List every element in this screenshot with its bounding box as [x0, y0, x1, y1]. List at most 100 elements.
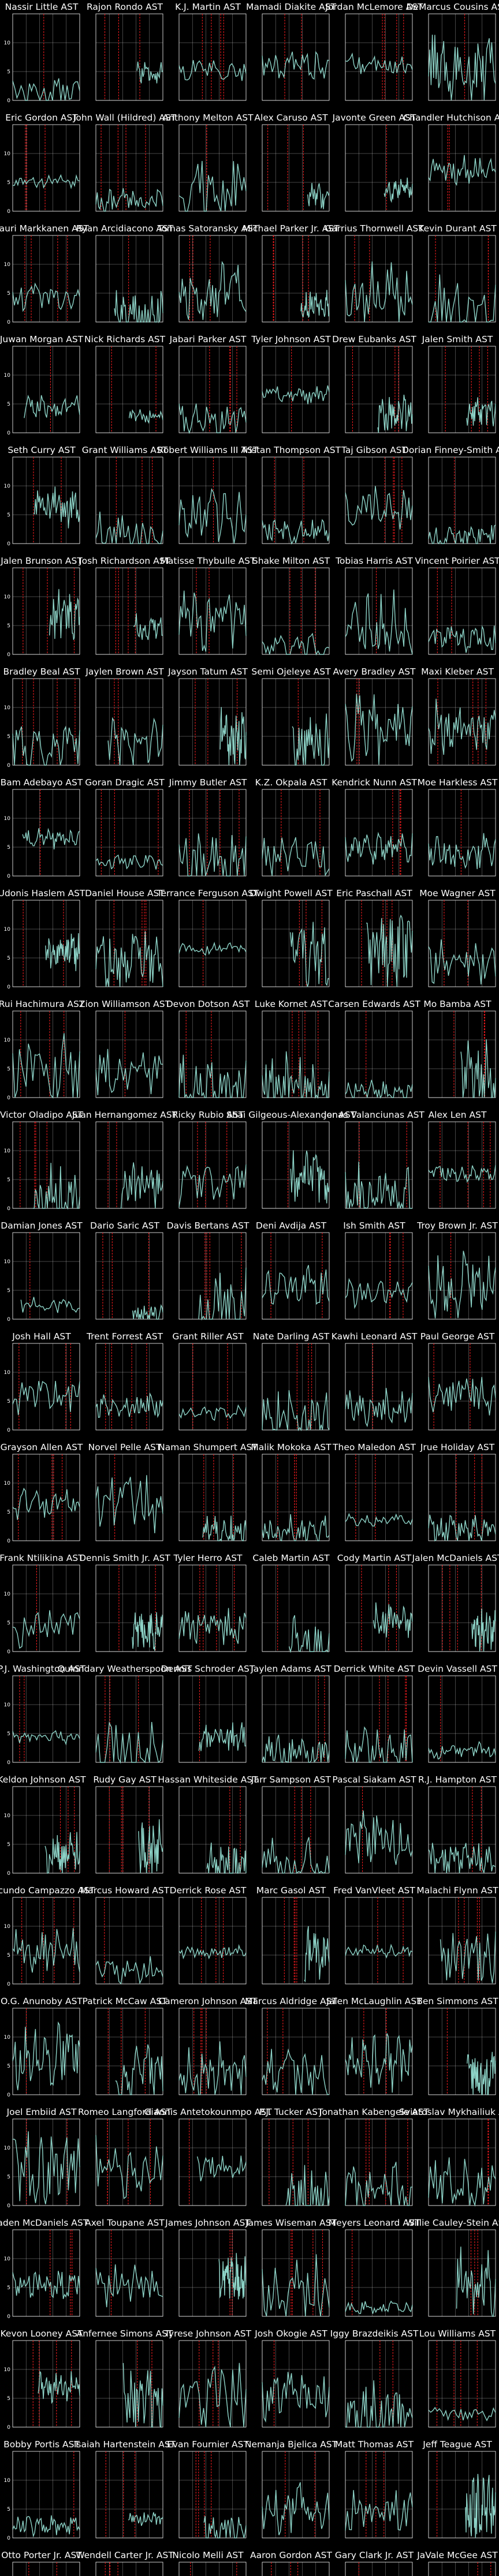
panel-title: Keldon Johnson AST [0, 1774, 86, 1785]
panel: Nicolo Melli AST [172, 2550, 247, 2576]
panel: Terrance Ferguson AST [157, 888, 259, 987]
plot-frame [262, 2562, 330, 2576]
plot-frame [428, 13, 496, 101]
panel-title: Kevin Durant AST [418, 223, 497, 234]
series-line [377, 394, 413, 433]
series-line [95, 511, 163, 544]
plot-frame [345, 900, 413, 987]
panel: Frank Ntilikina AST 0 5 10 [0, 1553, 84, 1655]
y-tick-label: 0 [7, 1760, 10, 1766]
plot-frame [262, 1232, 330, 1320]
panel: Moe Wagner AST [419, 888, 496, 987]
y-tick-label: 5 [7, 623, 10, 629]
panel: Jordan McLemore AST [325, 2, 423, 101]
plot-frame [178, 13, 247, 101]
panel-title: Nemanja Bjelica AST [245, 2439, 338, 2450]
series-line [12, 2131, 80, 2204]
series-line [345, 1388, 413, 1428]
series-line [22, 828, 80, 849]
panel: Josh Richardson AST [79, 556, 171, 655]
y-tick-label: 5 [7, 512, 10, 518]
panel: Ish Smith AST [343, 1220, 413, 1320]
plot-frame [178, 1121, 247, 1209]
panel-title: Iggy Brazdeikis AST [330, 2328, 419, 2339]
series-line [262, 1390, 330, 1432]
panel: Evan Fournier AST [167, 2439, 249, 2539]
panel-title: Devin Vassell AST [418, 1664, 497, 1674]
y-tick-label: 0 [7, 2092, 10, 2098]
panel-title: Eric Paschall AST [336, 888, 412, 898]
plot-frame [262, 1121, 330, 1209]
panel: Nick Richards AST [84, 334, 166, 433]
panel: Kendrick Nunn AST [332, 777, 417, 877]
y-tick-label: 5 [7, 1399, 10, 1405]
plot-frame [12, 235, 80, 323]
series-line [262, 837, 330, 877]
series-line [206, 1843, 247, 1874]
y-tick-label: 10 [4, 1592, 11, 1597]
panel: Jalen Brunson AST 0 5 10 [0, 556, 83, 658]
series-line [383, 177, 413, 203]
series-line [345, 2162, 413, 2206]
plot-frame [428, 567, 496, 655]
panel-title: Dwight Powell AST [250, 888, 333, 898]
panel-title: Robert Williams III AST [158, 445, 259, 455]
y-tick-label: 10 [4, 2367, 11, 2373]
panel-title: Semi Ojeleye AST [251, 667, 331, 677]
plot-frame [12, 1675, 80, 1763]
series-line [345, 1162, 412, 1210]
plot-frame [262, 2340, 330, 2428]
plot-frame [428, 456, 496, 544]
y-tick-label: 10 [4, 2256, 11, 2262]
panel: Jaylen Adams AST [250, 1664, 332, 1763]
series-line [262, 2482, 330, 2536]
panel: Josh Okogie AST [254, 2328, 330, 2428]
panel: Iggy Brazdeikis AST [330, 2328, 419, 2428]
panel: Jimmy Butler AST [169, 777, 247, 877]
plot-frame [428, 2451, 496, 2538]
y-tick-label: 5 [7, 69, 10, 75]
panel: Dennis Schroder AST [161, 1664, 255, 1763]
panel-title: Dario Saric AST [90, 1220, 159, 1231]
series-line [12, 174, 80, 190]
y-tick-label: 10 [4, 373, 11, 379]
y-tick-label: 10 [4, 2478, 11, 2484]
panel-title: Fred VanVleet AST [333, 1885, 415, 1896]
plot-frame [12, 1897, 80, 1985]
y-tick-label: 10 [4, 705, 11, 711]
series-line [345, 2033, 413, 2093]
y-tick-label: 10 [4, 2035, 11, 2040]
panel-title: R.J. Hampton AST [418, 1774, 497, 1785]
y-tick-label: 5 [7, 1066, 10, 1072]
series-line [466, 397, 496, 426]
series-line [471, 1608, 496, 1652]
series-line [428, 2406, 496, 2421]
panel: Shai Gilgeous-Alexander AST [226, 1110, 356, 1209]
panel: Kevin Durant AST [418, 223, 497, 323]
y-tick-label: 5 [7, 2507, 10, 2513]
series-line [178, 261, 247, 320]
series-line [178, 1608, 247, 1645]
panel: Drew Eubanks AST [332, 334, 416, 433]
panel: Tristan Thompson AST [241, 445, 341, 545]
panel-title: Anthony Melton AST [162, 113, 254, 123]
panel: Marc Gasol AST [256, 1885, 330, 1985]
panel-title: Matt Thomas AST [335, 2439, 414, 2450]
panel-title: Jalen McLaughlin AST [326, 1996, 422, 2006]
plot-frame [12, 1232, 80, 1320]
plot-frame [95, 456, 163, 544]
panel-title: Jeff Teague AST [422, 2439, 492, 2450]
panel: Tomas Satoransky AST [157, 223, 259, 323]
panel: Jrue Holiday AST [420, 1442, 496, 1542]
series-line [428, 698, 496, 755]
series-line [345, 52, 413, 74]
series-line [178, 590, 247, 652]
panel: Dwight Powell AST [250, 888, 333, 987]
series-line [428, 625, 496, 653]
panel-title: Seth Curry AST [8, 445, 76, 455]
panel: Trent Forrest AST [86, 1331, 163, 1431]
plot-frame [178, 1232, 247, 1320]
y-tick-label: 5 [7, 180, 10, 186]
panel-title: Tristan Thompson AST [241, 445, 341, 455]
plot-frame [262, 2118, 330, 2206]
